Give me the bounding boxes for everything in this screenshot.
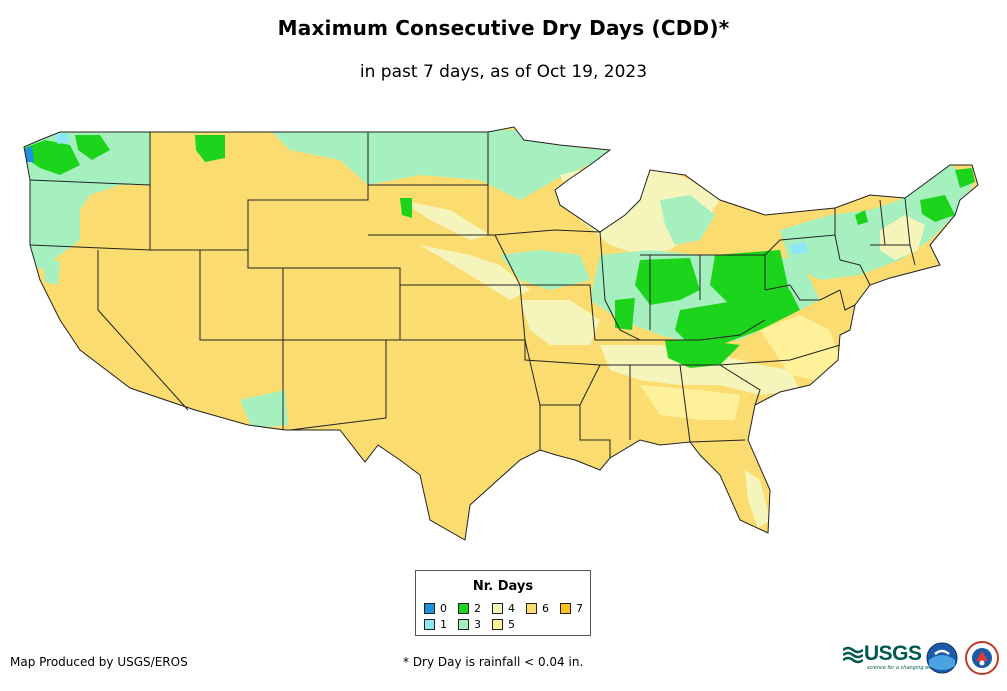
legend-label-2: 2 bbox=[474, 602, 481, 615]
map-subtitle: in past 7 days, as of Oct 19, 2023 bbox=[359, 62, 648, 82]
region-2-days-montana bbox=[400, 198, 412, 218]
region-5-days-deep-south bbox=[640, 385, 740, 420]
legend-item-1: 1 bbox=[424, 619, 447, 631]
region-2-days-wa-interior bbox=[75, 135, 110, 160]
legend-item-6: 6 bbox=[526, 603, 549, 615]
legend-swatch-6 bbox=[526, 603, 537, 614]
region-2-days-new-york bbox=[855, 210, 868, 225]
region-4-days-florida-coast bbox=[745, 470, 770, 528]
region-2-days-indiana bbox=[635, 258, 700, 305]
region-3-days-northeast bbox=[780, 165, 975, 280]
region-2-days-maine bbox=[955, 168, 975, 188]
usgs-tagline: science for a changing world bbox=[867, 665, 939, 671]
region-2-days-wa-coast bbox=[24, 140, 80, 175]
region-3-days-michigan bbox=[660, 195, 715, 245]
map-title: Maximum Consecutive Dry Days (CDD)* bbox=[277, 16, 730, 40]
legend-title: Nr. Days bbox=[472, 579, 534, 594]
legend-item-0: 0 bbox=[424, 603, 447, 615]
usgs-wave-icon bbox=[843, 646, 863, 664]
agency-logos: USGS science for a changing world bbox=[843, 640, 1003, 676]
region-1-days-lake-erie bbox=[790, 242, 808, 255]
nws-logo-icon bbox=[965, 641, 999, 675]
region-5-days-carolinas bbox=[760, 315, 840, 380]
legend-label-0: 0 bbox=[440, 602, 447, 615]
legend-swatch-3 bbox=[458, 619, 469, 630]
region-3-days-northern-rockies bbox=[150, 130, 610, 200]
cdd-map bbox=[23, 126, 979, 541]
region-4-days-missouri bbox=[520, 300, 600, 345]
region-1-days-cascades bbox=[55, 133, 70, 144]
legend-swatch-4 bbox=[492, 603, 503, 614]
legend-swatch-5 bbox=[492, 619, 503, 630]
legend: Nr. Days 0 1 2 3 4 5 6 7 bbox=[415, 570, 591, 636]
map-credit: Map Produced by USGS/EROS bbox=[10, 655, 188, 669]
region-3-days-iowa bbox=[500, 250, 590, 290]
legend-swatch-0 bbox=[424, 603, 435, 614]
region-2-days-west-virginia bbox=[760, 285, 778, 308]
legend-item-4: 4 bbox=[492, 603, 515, 615]
legend-item-3: 3 bbox=[458, 619, 481, 631]
legend-swatch-7 bbox=[560, 603, 571, 614]
region-3-days-sierra bbox=[42, 255, 60, 285]
legend-label-6: 6 bbox=[542, 602, 549, 615]
region-2-days-new-england bbox=[920, 195, 955, 222]
legend-label-1: 1 bbox=[440, 618, 447, 631]
region-3-days-arizona bbox=[240, 390, 288, 428]
legend-label-4: 4 bbox=[508, 602, 515, 615]
region-2-days-tennessee bbox=[665, 340, 740, 368]
legend-item-7: 7 bbox=[560, 603, 583, 615]
state-boundaries bbox=[23, 126, 979, 541]
noaa-logo-icon bbox=[926, 642, 958, 674]
legend-label-5: 5 bbox=[508, 618, 515, 631]
legend-item-5: 5 bbox=[492, 619, 515, 631]
legend-label-7: 7 bbox=[576, 602, 583, 615]
usgs-logo: USGS bbox=[864, 642, 922, 665]
region-4-days-dakotas bbox=[400, 200, 490, 240]
legend-swatch-2 bbox=[458, 603, 469, 614]
legend-swatch-1 bbox=[424, 619, 435, 630]
region-4-days-tennessee-valley bbox=[600, 345, 800, 395]
region-2-days-idaho bbox=[195, 135, 225, 162]
region-4-days-new-england bbox=[880, 215, 925, 260]
legend-label-3: 3 bbox=[474, 618, 481, 631]
region-2-days-illinois bbox=[615, 298, 635, 330]
legend-item-2: 2 bbox=[458, 603, 481, 615]
dry-day-footnote: * Dry Day is rainfall < 0.04 in. bbox=[403, 655, 584, 669]
region-4-days-plains bbox=[420, 245, 530, 300]
